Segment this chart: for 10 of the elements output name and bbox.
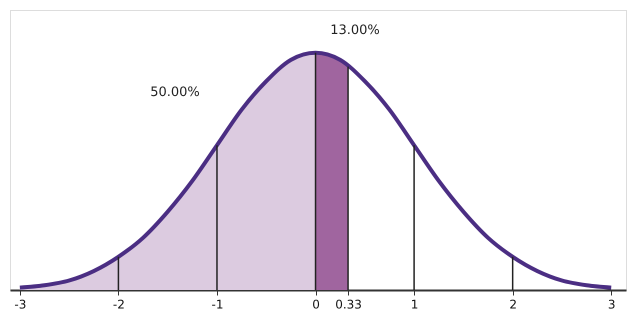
- x-tick-label: -3: [14, 298, 26, 312]
- x-tick-label: -1: [211, 298, 224, 312]
- annotation: 50.00%: [150, 85, 200, 100]
- x-tick-label: 0.33: [335, 298, 362, 312]
- x-tick-label: 2: [509, 298, 517, 312]
- x-tick-label: 1: [410, 298, 418, 312]
- x-tick-label: -2: [112, 298, 125, 312]
- x-tick-label: 0: [312, 298, 320, 312]
- text: 13.00%: [330, 23, 380, 38]
- x-tick-label: 3: [608, 298, 616, 312]
